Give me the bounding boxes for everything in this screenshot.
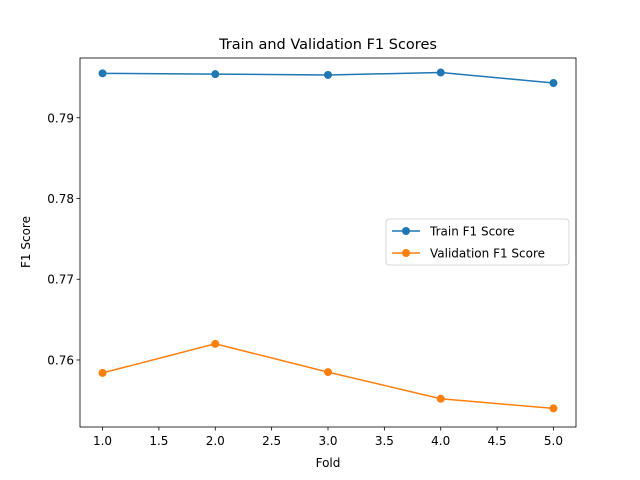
y-tick-label: 0.77 — [47, 273, 74, 287]
x-tick-label: 1.5 — [149, 434, 168, 448]
legend-marker — [402, 249, 410, 257]
series-2-point — [98, 368, 107, 377]
x-axis-title: Fold — [316, 456, 341, 470]
series-2-point — [324, 368, 332, 377]
legend: Train F1 Score Validation F1 Score — [385, 218, 570, 266]
x-tick-label: 2.5 — [262, 434, 281, 448]
legend-label: Train F1 Score — [429, 225, 515, 239]
y-tick-label: 0.78 — [47, 192, 74, 206]
series-1-point — [549, 79, 558, 88]
series-1-point — [98, 69, 107, 78]
legend-box — [385, 218, 570, 266]
chart-title: Train and Validation F1 Scores — [218, 37, 437, 53]
y-tick-label: 0.79 — [47, 111, 74, 125]
x-tick-label: 1.0 — [93, 434, 112, 448]
series-2-point — [549, 404, 558, 413]
series-1-point — [211, 70, 220, 79]
x-tick-label: 3.5 — [375, 434, 394, 448]
x-tick-label: 4.0 — [431, 434, 450, 448]
series-1-point — [324, 70, 332, 79]
axis-ticks: 1.0 1.5 2.0 2.5 3.0 3.5 4.0 4.5 5.0 0.76 0.77 0.78 0… — [47, 111, 563, 448]
x-tick-label: 2.0 — [206, 434, 225, 448]
series-2-point — [211, 339, 220, 348]
plot-area — [98, 68, 558, 413]
legend-marker — [402, 227, 410, 235]
x-tick-label: 3.0 — [318, 434, 337, 448]
x-tick-label: 4.5 — [488, 434, 507, 448]
series-2-point — [436, 394, 445, 403]
legend-label: Validation F1 Score — [430, 247, 545, 261]
y-tick-label: 0.76 — [47, 353, 74, 367]
y-axis-title: F1 Score — [19, 216, 33, 268]
x-tick-label: 5.0 — [544, 434, 563, 448]
series-1-point — [436, 68, 445, 77]
